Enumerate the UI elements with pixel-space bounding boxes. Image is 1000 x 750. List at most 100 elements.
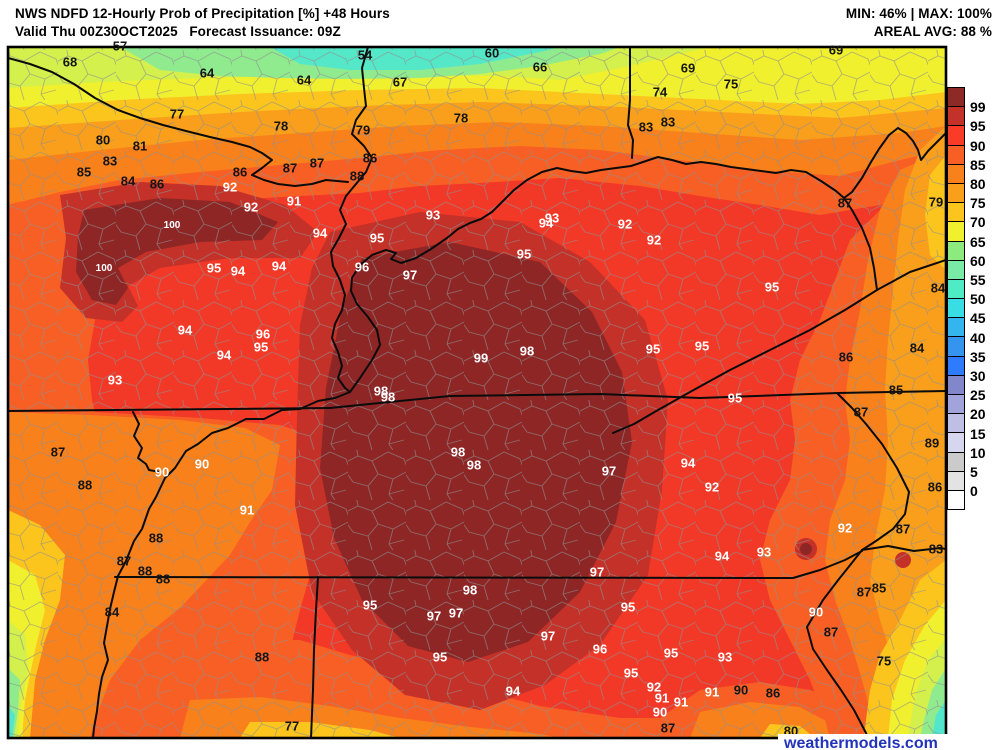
map-value-label: 85 [888,382,904,398]
map-value-label: 83 [660,114,676,130]
map-value-label: 94 [505,683,521,699]
color-scale-tick-label: 35 [970,348,986,365]
color-scale-cell [947,182,965,204]
color-scale-tick-label: 70 [970,214,986,231]
color-scale-cell [947,221,965,242]
map-value-label: 97 [601,463,617,479]
map-value-label: 94 [271,258,287,274]
color-scale-tick-label: 85 [970,156,986,173]
watermark-link[interactable]: weathermodels.com [784,735,938,750]
map-value-label: 95 [645,341,661,357]
page-title: NWS NDFD 12-Hourly Prob of Precipitation… [15,6,390,21]
map-value-label: 87 [837,195,853,211]
map-value-label: 83 [928,541,944,557]
map-value-label: 89 [924,435,940,451]
color-scale-tick-label: 0 [970,483,978,500]
color-scale-legend [947,87,965,511]
map-value-label: 86 [232,164,248,180]
color-scale-cell [947,106,965,127]
map-value-label: 78 [273,118,289,134]
color-scale-tick-label: 60 [970,252,986,269]
map-value-label: 86 [362,150,378,166]
map-value-label: 91 [654,690,670,706]
map-value-label: 96 [592,641,608,657]
color-scale-tick-label: 5 [970,464,978,480]
map-value-label: 78 [453,110,469,126]
color-scale-cell [947,163,965,184]
map-value-label: 93 [107,372,123,388]
map-value-label: 54 [357,47,373,63]
map-value-label: 97 [589,564,605,580]
map-value-label: 88 [77,477,93,493]
map-value-label: 86 [149,176,165,192]
color-scale-cell [947,202,965,223]
map-value-label: 95 [253,339,269,355]
map-value-label: 98 [380,389,396,405]
map-value-label: 99 [473,350,489,366]
map-value-label: 91 [673,694,689,710]
map-frame [6,45,948,740]
map-value-label: 94 [312,225,328,241]
map-value-label: 90 [733,682,749,698]
map-value-label: 87 [116,553,132,569]
map-value-label: 77 [169,106,185,122]
map-value-label: 66 [532,59,548,75]
map-value-label: 75 [876,653,892,669]
map-value-label: 95 [206,260,222,276]
map-value-label: 92 [646,679,662,695]
color-scale-cell [947,125,965,146]
map-value-label: 87 [660,720,676,736]
map-value-label: 94 [230,263,246,279]
map-value-label: 87 [895,521,911,537]
color-scale-cell [947,317,965,338]
map-value-label: 97 [402,267,418,283]
map-value-label: 74 [652,84,668,100]
map-value-label: 90 [154,464,170,480]
color-scale-tick-label: 95 [970,118,986,135]
map-value-label: 87 [853,404,869,420]
map-value-label: 95 [620,599,636,615]
map-value-label: 94 [680,455,696,471]
map-value-label: 79 [928,194,944,210]
map-value-label: 94 [216,347,232,363]
color-scale-tick-label: 25 [970,387,986,404]
map-value-label: 95 [516,246,532,262]
map-value-label: 94 [714,548,730,564]
map-value-label: 86 [765,685,781,701]
map-value-label: 86 [927,479,943,495]
map-value-label: 96 [255,326,271,342]
map-value-label: 84 [909,340,925,356]
map-value-label: 84 [104,604,120,620]
map-value-label: 95 [362,597,378,613]
map-value-label: 98 [466,457,482,473]
map-value-label: 93 [717,649,733,665]
map-value-label: 68 [62,54,78,70]
min-max-stats: MIN: 46% | MAX: 100% [845,6,992,21]
color-scale-tick-label: 40 [970,329,986,346]
color-scale-cell [947,394,965,415]
map-value-label: 97 [448,605,464,621]
map-value-label: 84 [120,173,136,189]
map-value-label: 93 [425,207,441,223]
map-value-label: 88 [349,168,365,184]
map-value-label: 92 [646,232,662,248]
color-scale-cell [947,144,965,165]
map-value-label: 90 [652,704,668,720]
map-value-label: 87 [50,444,66,460]
map-value-label: 69 [680,60,696,76]
map-value-label: 97 [426,608,442,624]
county-boundaries [8,47,946,738]
valid-time-label: Valid Thu 00Z30OCT2025 Forecast Issuance… [15,24,341,39]
color-scale-cell [947,259,965,280]
color-scale-tick-label: 65 [970,233,986,250]
map-value-label: 95 [623,665,639,681]
map-value-label: 87 [856,584,872,600]
map-value-label: 95 [764,279,780,295]
color-scale-tick-label: 45 [970,310,986,327]
map-value-label: 95 [369,230,385,246]
map-value-label: 84 [930,280,946,296]
map-value-label: 98 [373,383,389,399]
color-scale-tick-label: 75 [970,195,986,212]
map-value-label: 69 [828,42,844,58]
